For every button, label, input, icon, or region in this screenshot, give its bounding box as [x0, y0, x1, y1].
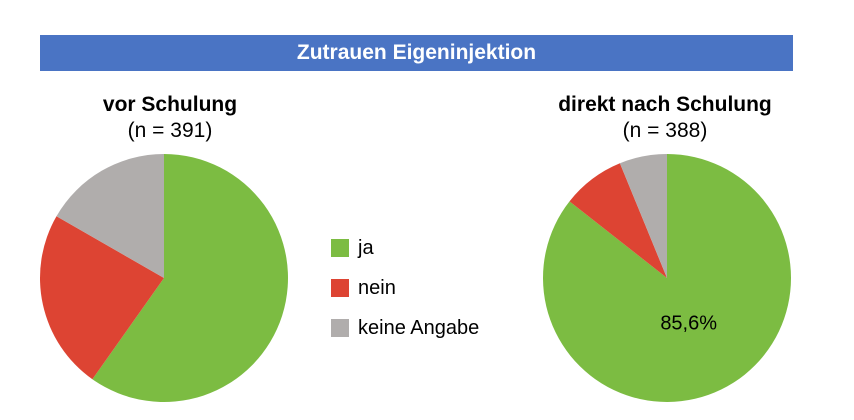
legend-swatch-ja — [331, 239, 349, 257]
legend-item-keine-angabe: keine Angabe — [331, 308, 479, 348]
legend-item-nein: nein — [331, 268, 479, 308]
chart-subtitle-left: (n = 391) — [127, 119, 213, 142]
pie-slice-nein — [569, 163, 667, 278]
chart-title-right-main: direkt nach Schulung — [558, 93, 772, 116]
legend-label-keine-angabe: keine Angabe — [358, 316, 480, 339]
legend-swatch-keine-angabe — [331, 319, 349, 337]
pie-slice-keine-angabe — [56, 154, 164, 278]
legend-swatch-nein — [331, 279, 349, 297]
pie-slice-ja — [92, 154, 288, 402]
chart-title-left: vor Schulung (n = 391) — [60, 92, 280, 144]
chart-banner-title: Zutrauen Eigeninjektion — [40, 35, 793, 71]
pie-slice-keine-angabe — [619, 154, 667, 278]
chart-title-left-main: vor Schulung — [102, 93, 238, 116]
pie-slice-nein — [39, 216, 164, 380]
legend-item-ja: ja — [331, 228, 479, 268]
pie-data-label-ja: 85,6% — [660, 313, 717, 335]
legend: ja nein keine Angabe — [331, 228, 479, 348]
pie-chart-left — [39, 154, 288, 402]
legend-label-ja: ja — [358, 236, 374, 259]
pie-chart-right: 85,6% — [543, 154, 791, 402]
chart-subtitle-right: (n = 388) — [622, 119, 708, 142]
legend-label-nein: nein — [358, 276, 396, 299]
chart-title-right: direkt nach Schulung (n = 388) — [525, 92, 805, 144]
